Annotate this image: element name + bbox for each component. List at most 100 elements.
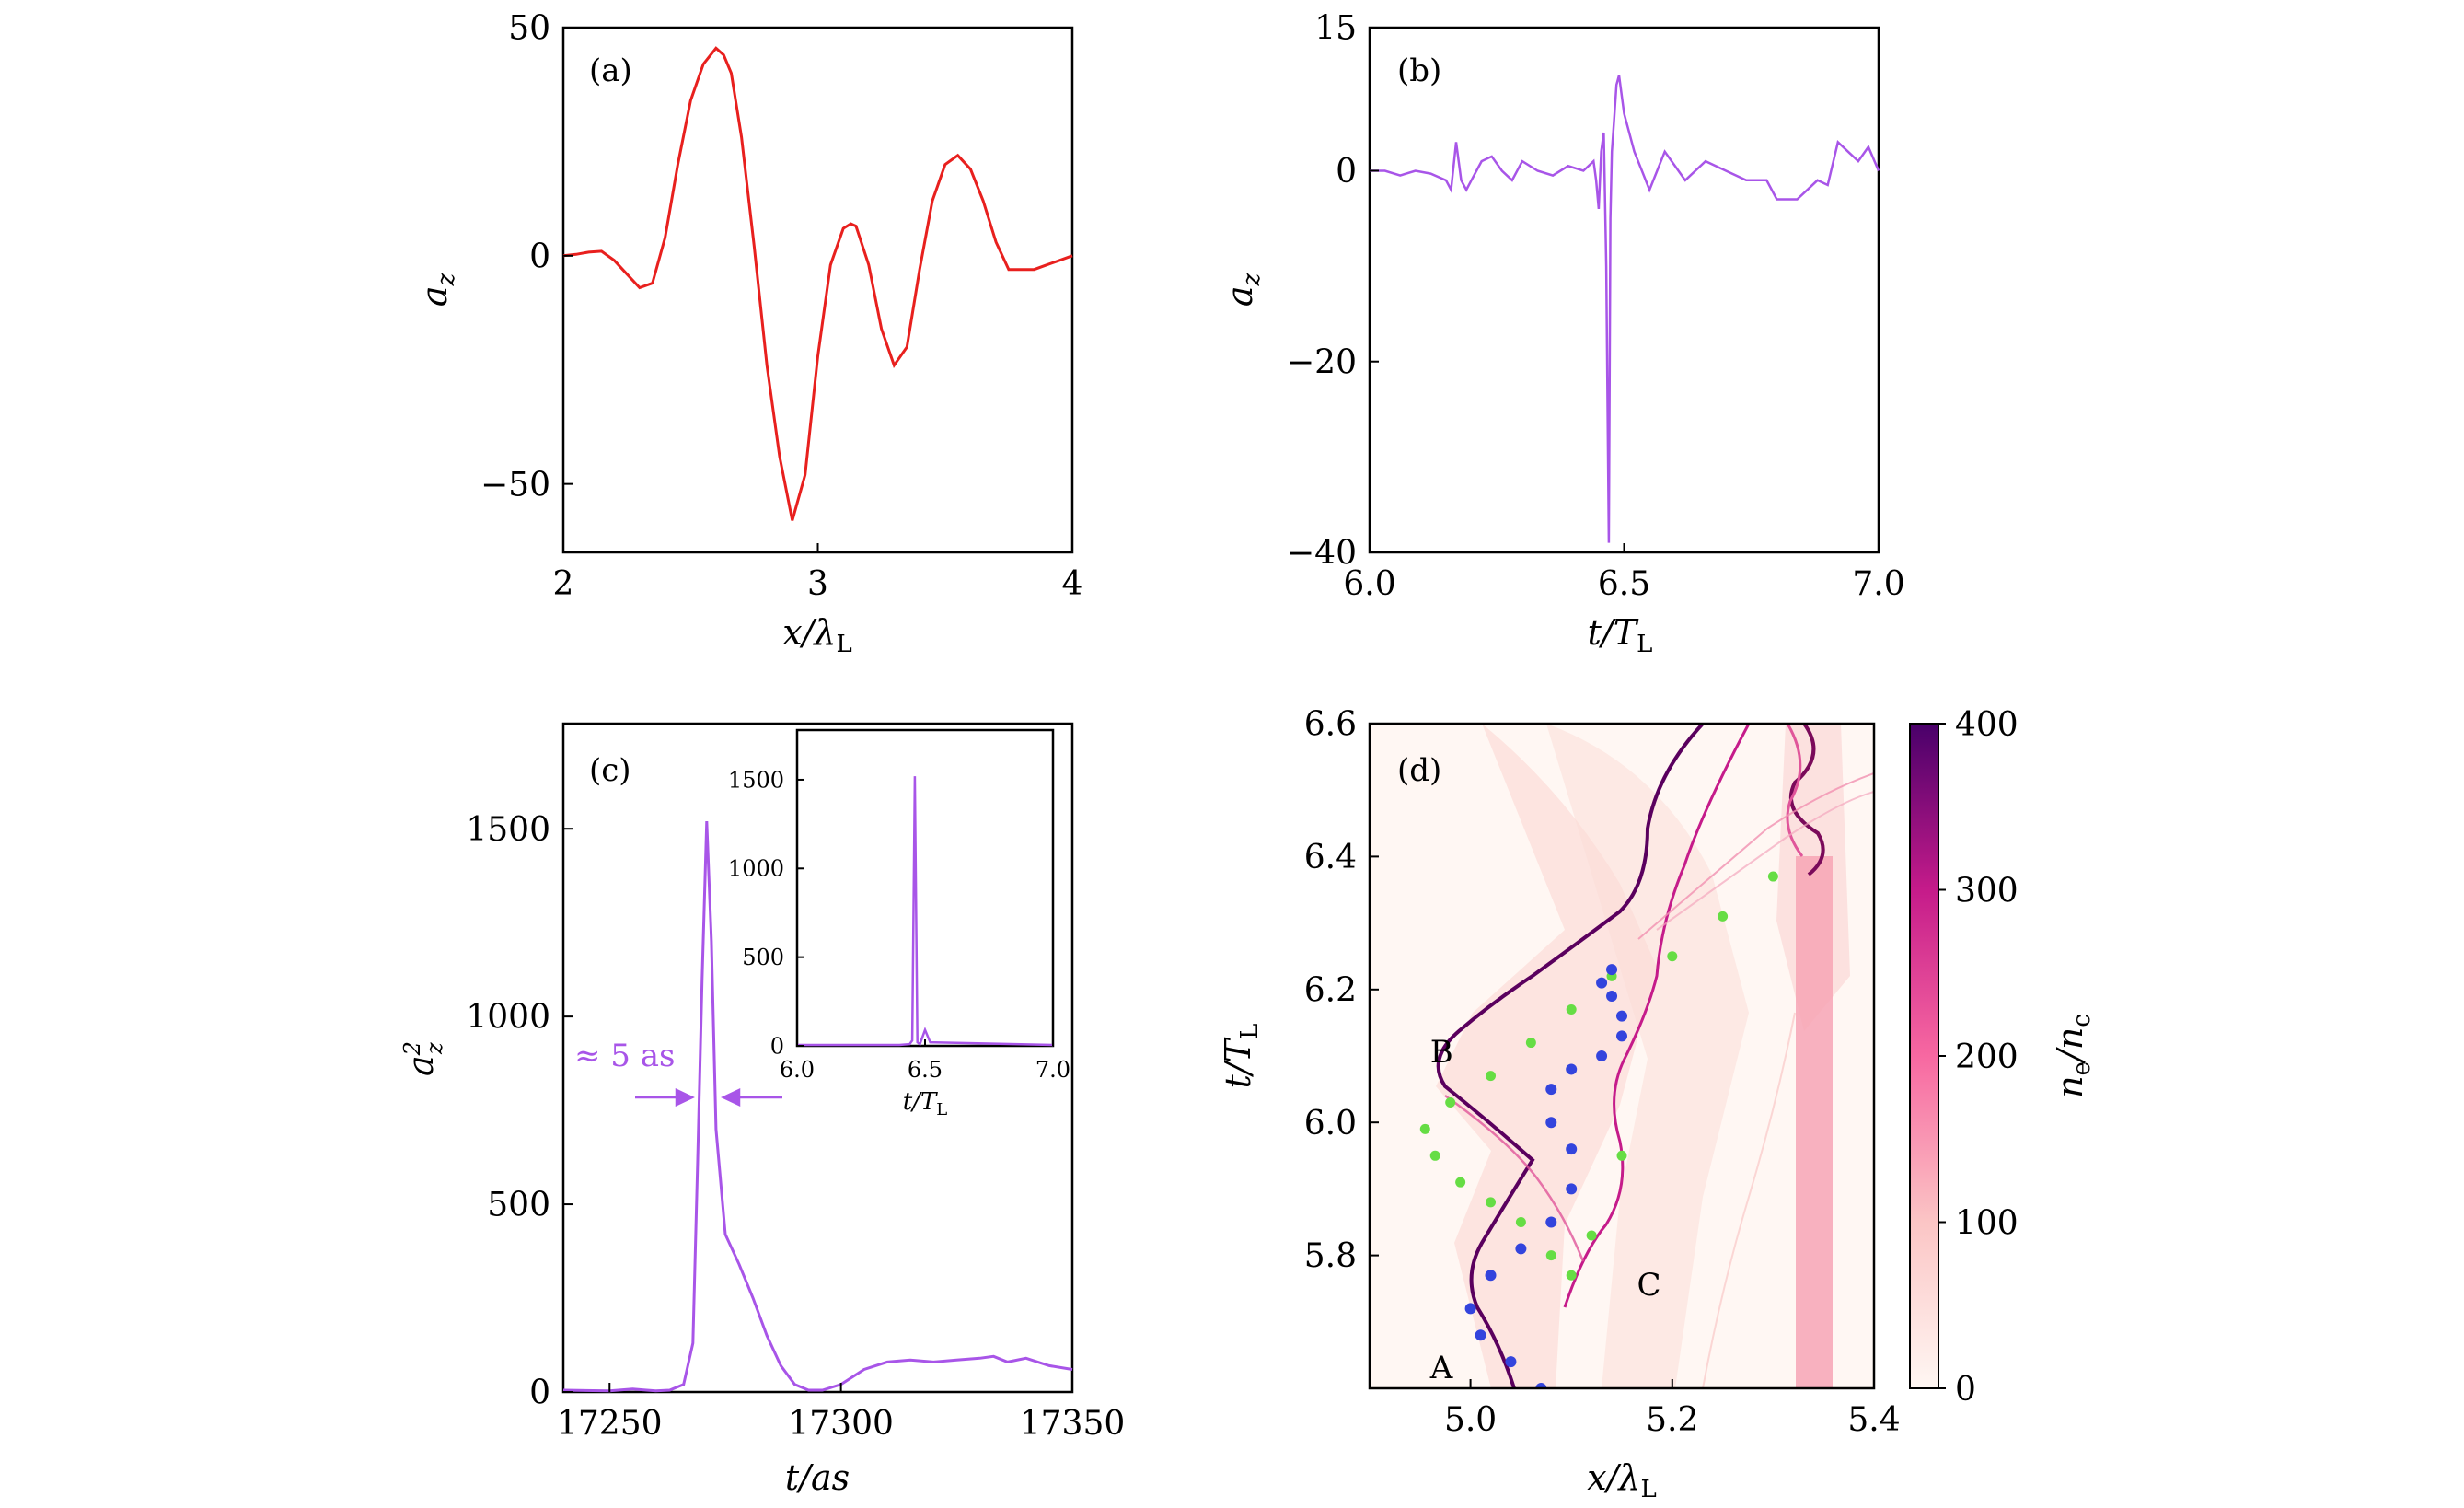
- panel-c-xtick-label-0: 17250: [557, 1405, 663, 1443]
- panel-b-xlabel: t/TL: [1588, 612, 1653, 658]
- panel-b-label: (b): [1397, 52, 1441, 89]
- inset-xtick-label-2: 7.0: [1035, 1057, 1070, 1083]
- blue-dots: [1464, 964, 1627, 1388]
- panel-c-ytick-label-1: 500: [487, 1187, 550, 1224]
- density-region-right: [1546, 724, 1749, 1388]
- panel-d-ytick-label-2: 6.2: [1304, 971, 1357, 1009]
- blue-dot: [1616, 1010, 1627, 1022]
- panel-d-frame: [1368, 722, 1876, 1390]
- density-edge-top: [1789, 724, 1825, 876]
- fwhm-arrows: [635, 1088, 782, 1107]
- colorbar-tick-label-2: 200: [1955, 1038, 2019, 1076]
- green-dot: [1486, 1197, 1497, 1208]
- inset-ytick-label-1: 500: [742, 945, 784, 970]
- green-dot: [1429, 1150, 1440, 1161]
- blue-dot: [1606, 964, 1618, 976]
- colorbar-tick-label-0: 0: [1955, 1371, 1976, 1409]
- panel-c-ytick-label-3: 1500: [466, 811, 550, 849]
- panel-c-inset: 6.0 6.5 7.0 0 500 1000 1500 t/TL: [728, 728, 1070, 1119]
- panel-a-xtick-label-2: 4: [1062, 565, 1083, 603]
- green-dot: [1616, 1150, 1627, 1161]
- inset-ytick-label-3: 1500: [728, 767, 784, 793]
- panel-d-ytick-label-0: 5.8: [1304, 1237, 1357, 1275]
- colorbar-gradient: [1909, 723, 1939, 1389]
- green-dot: [1566, 1003, 1577, 1015]
- green-dot: [1455, 1177, 1466, 1188]
- blue-dot: [1566, 1063, 1578, 1075]
- blue-dot: [1606, 991, 1618, 1003]
- panel-c-xlabel: t/as: [785, 1457, 850, 1498]
- fwhm-annotation: ≈ 5 as: [574, 1038, 675, 1074]
- filament-diagonal: [1637, 772, 1874, 940]
- blue-dot: [1545, 1216, 1557, 1228]
- green-dot: [1486, 1071, 1497, 1082]
- panel-b-ytick-label-1: 0: [1336, 153, 1357, 191]
- panel-c-ylabel: a2z: [399, 1041, 447, 1076]
- blue-dot: [1515, 1243, 1527, 1255]
- panel-a-xtick-label-0: 2: [553, 565, 574, 603]
- colorbar-label: ne/nc: [2050, 1014, 2096, 1098]
- green-dot: [1545, 1250, 1556, 1261]
- panel-a-label: (a): [589, 52, 632, 89]
- blue-dot: [1545, 1117, 1557, 1129]
- panel-d: (d) A B C 5.0 5.2 5.45.86.06.26.46.6 x/λL …: [1218, 706, 2096, 1503]
- green-dot: [1718, 911, 1729, 922]
- colorbar-tick-label-3: 300: [1955, 873, 2019, 911]
- colorbar: 0 100 200 300 400 ne/nc: [1909, 706, 2096, 1409]
- heatmap-density: [1419, 724, 1874, 1388]
- inset-ytick-label-2: 1000: [728, 856, 784, 882]
- colorbar-tick-label-1: 100: [1955, 1205, 2019, 1243]
- colorbar-ticks: 0 100 200 300 400: [1938, 706, 2019, 1409]
- panel-c-xtick-label-2: 17350: [1020, 1405, 1126, 1443]
- blue-dot: [1485, 1270, 1497, 1282]
- panel-b-ylabel: az: [1220, 273, 1266, 307]
- colorbar-tick-label-4: 400: [1955, 706, 2019, 744]
- filament-dense: [1436, 724, 1705, 1388]
- blue-dot: [1596, 1050, 1608, 1061]
- inset-xtick-label-0: 6.0: [780, 1057, 815, 1083]
- inset-frame: [795, 728, 1055, 1048]
- panel-b-xtick-label-0: 6.0: [1343, 565, 1395, 603]
- panel-b: (b) 6.0 6.5 7.0 15 0 −20 −40 t/TL az: [1220, 10, 1905, 658]
- panel-a-frame: [561, 26, 1074, 554]
- panel-b-ytick-label-2: −20: [1287, 343, 1357, 381]
- panel-d-xtick-label-0: 5.0: [1444, 1401, 1497, 1439]
- point-label-c: C: [1637, 1267, 1660, 1304]
- green-dot: [1445, 1097, 1456, 1108]
- panel-d-ticks: 5.0 5.2 5.4 5.8 6.0 6.2 6.4 6.6: [1304, 706, 1901, 1439]
- panel-c-series-line: [562, 820, 1073, 1393]
- panel-a-ytick-label-1: 0: [529, 238, 550, 275]
- panel-d-xtick-label-1: 5.2: [1646, 1401, 1698, 1439]
- panel-d-xtick-label-2: 5.4: [1847, 1401, 1900, 1439]
- blue-dot: [1596, 977, 1608, 989]
- green-dot: [1525, 1038, 1536, 1049]
- green-dot: [1419, 1123, 1430, 1134]
- panel-c-label: (c): [589, 752, 631, 789]
- panel-d-ytick-label-3: 6.4: [1304, 839, 1357, 876]
- green-dot: [1515, 1217, 1526, 1227]
- filament-c: [1563, 724, 1751, 1308]
- panel-c-xtick-label-1: 17300: [788, 1405, 894, 1443]
- panel-a-ticks: 2 3 4 50 0 −50: [480, 10, 1082, 603]
- panel-c-ytick-label-2: 1000: [466, 999, 550, 1037]
- panel-a: (a) 2 3 4 50 0 −50 x/λL az: [414, 10, 1082, 658]
- blue-dot: [1464, 1303, 1476, 1315]
- panel-b-xtick-label-2: 7.0: [1852, 565, 1904, 603]
- filament-diagonal-2: [1656, 791, 1874, 931]
- blue-dot: [1505, 1356, 1517, 1368]
- panel-d-ytick-label-4: 6.6: [1304, 706, 1357, 744]
- panel-c-ticks: 17250 17300 17350 0 500 1000 1500: [466, 811, 1125, 1443]
- fwhm-arrowhead-right: [721, 1088, 741, 1107]
- panel-a-xlabel: x/λL: [782, 612, 852, 658]
- inset-series-line: [797, 776, 1054, 1047]
- panel-d-ylabel: t/TL: [1218, 1024, 1264, 1089]
- panel-c-frame: [561, 722, 1074, 1394]
- green-dot: [1586, 1230, 1597, 1241]
- inset-xtick-label-1: 6.5: [908, 1057, 943, 1083]
- point-label-b: B: [1430, 1034, 1453, 1071]
- panel-a-ytick-label-2: −50: [480, 466, 550, 504]
- point-label-a: A: [1429, 1350, 1453, 1386]
- panel-d-xlabel: x/λL: [1587, 1457, 1657, 1503]
- density-edge-top-2: [1786, 724, 1804, 857]
